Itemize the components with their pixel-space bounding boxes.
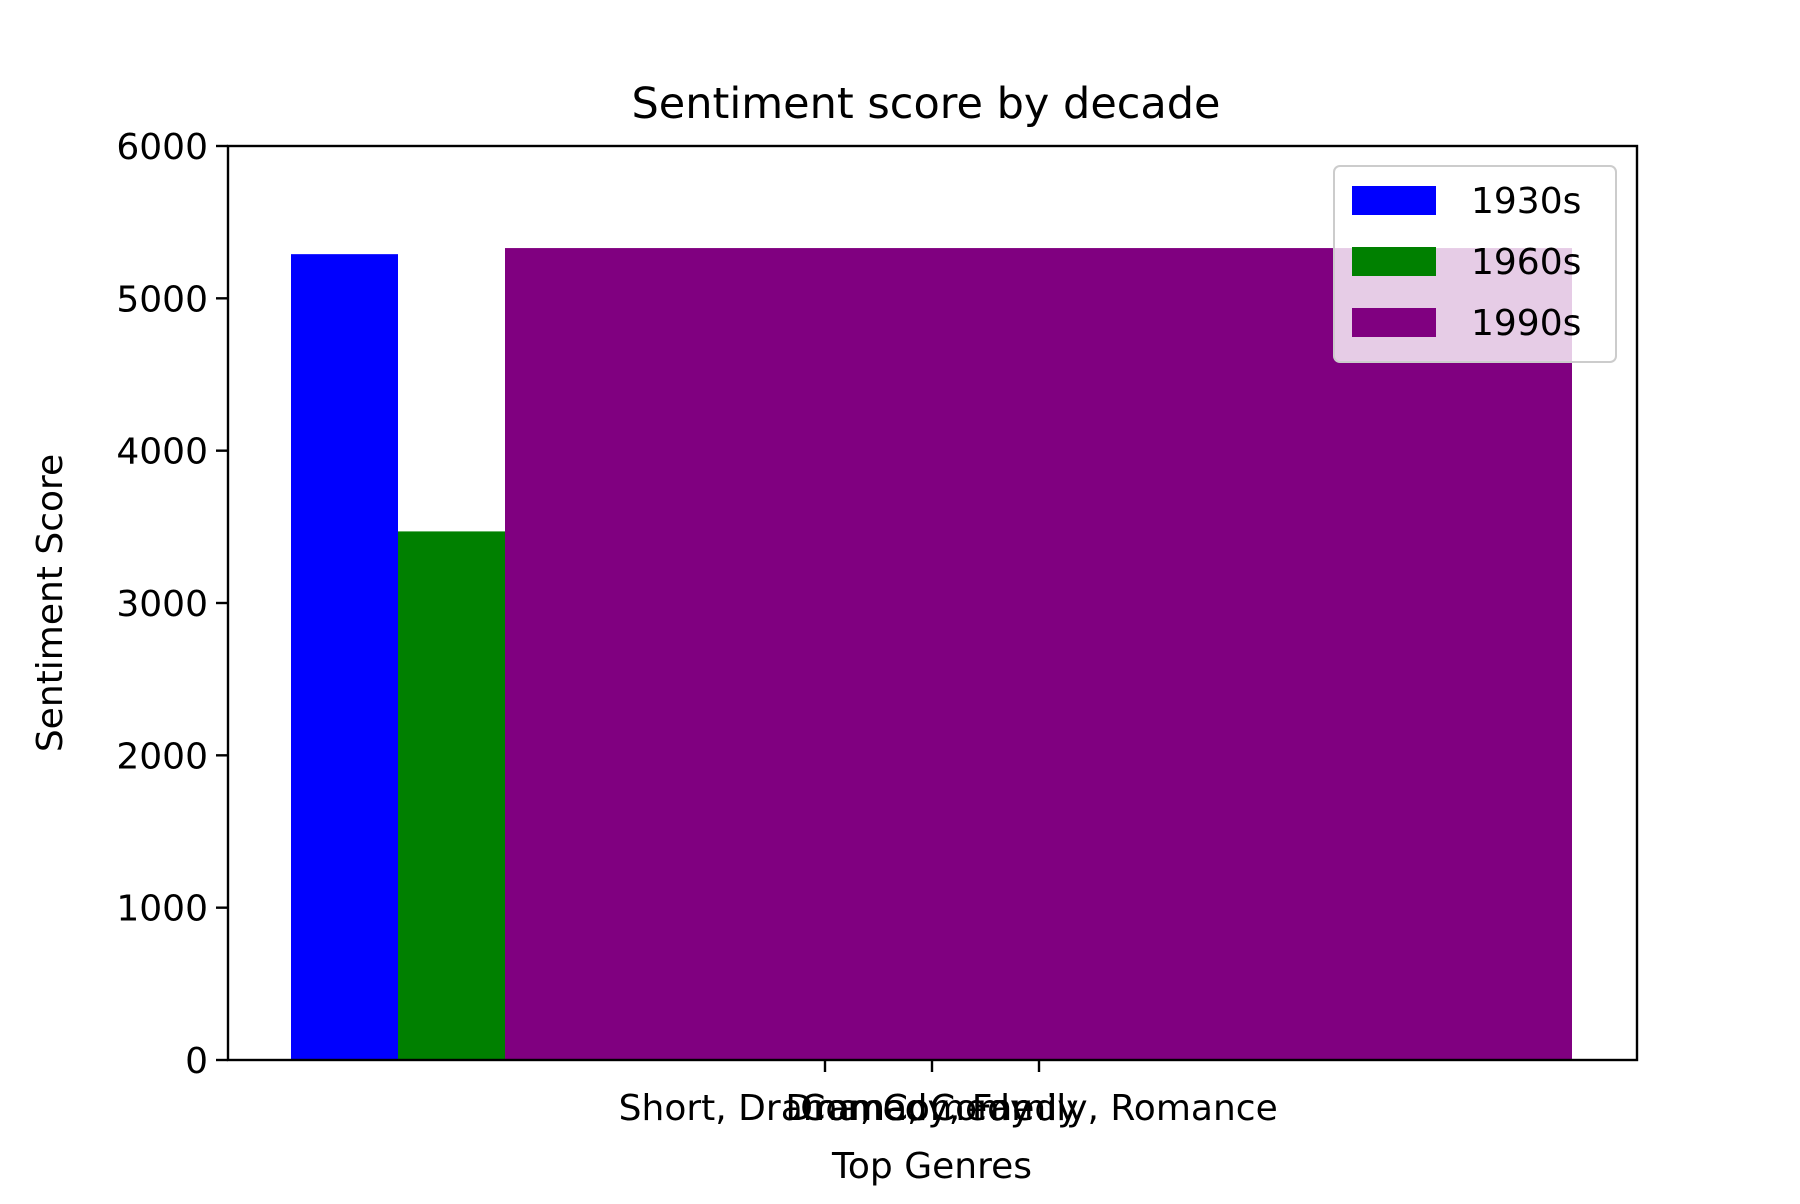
bar-1990s <box>505 248 1572 1060</box>
bars-layer <box>291 248 1572 1060</box>
y-tick-label: 3000 <box>116 584 208 625</box>
x-axis-label: Top Genres <box>831 1146 1032 1187</box>
legend: 1930s 1960s 1990s <box>1333 165 1617 363</box>
y-tick-label: 6000 <box>116 127 208 168</box>
y-tick-label: 2000 <box>116 736 208 777</box>
chart-title: Sentiment score by decade <box>631 79 1220 129</box>
legend-swatch-1930s <box>1352 186 1436 215</box>
y-tick-label: 5000 <box>116 279 208 320</box>
bar-1930s <box>291 254 398 1060</box>
bar-1960s <box>398 531 505 1060</box>
y-tick-label: 4000 <box>116 432 208 473</box>
legend-label: 1990s <box>1471 303 1581 344</box>
legend-label: 1930s <box>1471 181 1581 222</box>
y-tick-label: 1000 <box>116 889 208 930</box>
y-axis-label: Sentiment Score <box>30 454 71 752</box>
legend-swatch-1990s <box>1352 308 1436 337</box>
y-tick-label: 0 <box>185 1041 208 1082</box>
x-tick-label: Drama, Comedy <box>785 1088 1078 1129</box>
x-tick-label: Comedy, Family, Romance <box>800 1088 1277 1129</box>
legend-swatch-1960s <box>1352 247 1436 276</box>
legend-label: 1960s <box>1471 242 1581 283</box>
y-axis: 0 1000 2000 3000 4000 5000 6000 <box>116 127 228 1082</box>
x-tick-label: Short, Drama, Comedy <box>619 1088 1032 1129</box>
